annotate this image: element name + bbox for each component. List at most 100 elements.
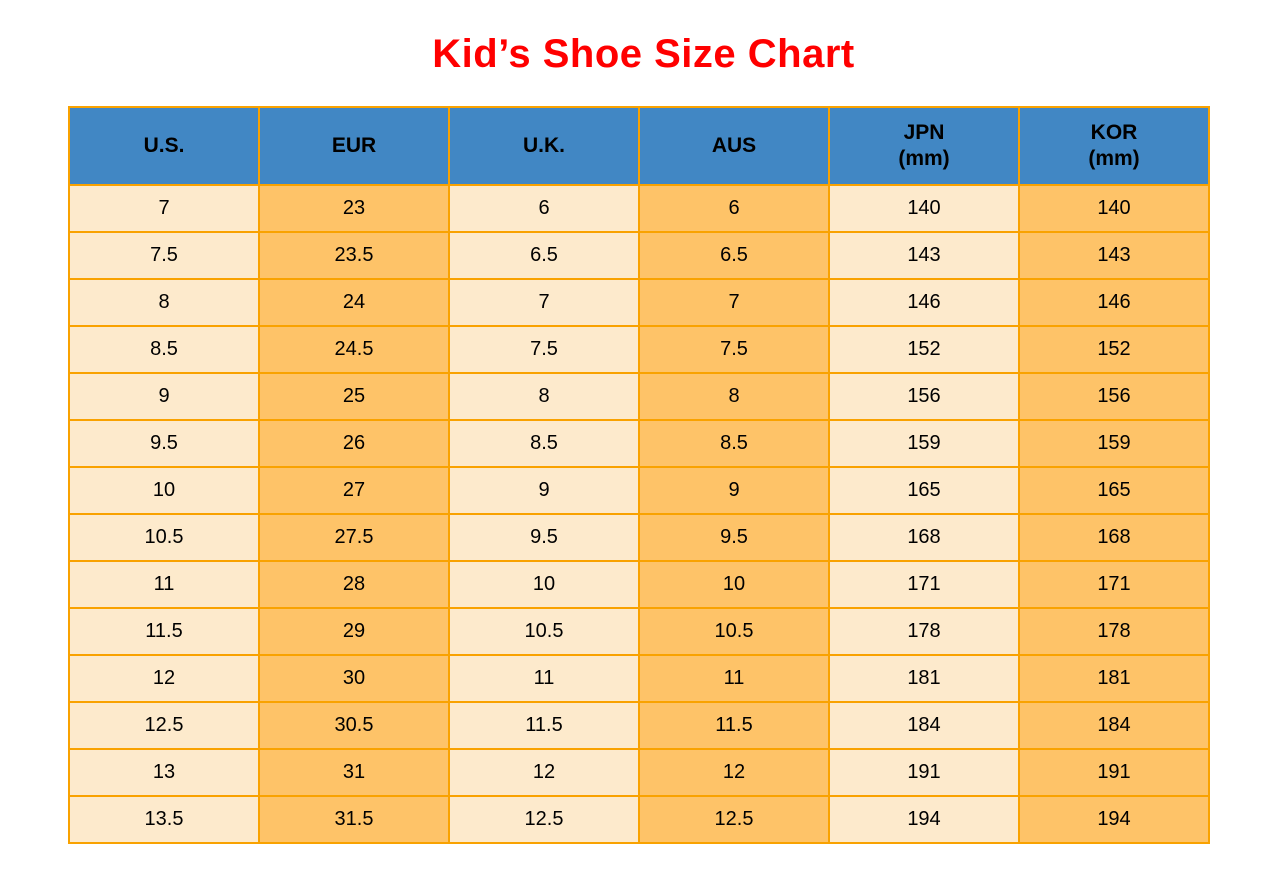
table-row: 11 28 10 10 171 171 xyxy=(68,560,1210,609)
table-cell: 12 xyxy=(448,748,640,797)
table-cell: 23.5 xyxy=(258,231,450,280)
table-cell: 10.5 xyxy=(448,607,640,656)
table-cell: 168 xyxy=(1018,513,1210,562)
table-cell: 27 xyxy=(258,466,450,515)
column-header-label: U.S. xyxy=(143,134,185,157)
table-cell: 7 xyxy=(638,278,830,327)
table-cell: 8.5 xyxy=(638,419,830,468)
table-cell: 7 xyxy=(68,184,260,233)
page-title: Kid’s Shoe Size Chart xyxy=(432,32,855,76)
table-cell: 26 xyxy=(258,419,450,468)
table-header: U.S. EUR U.K. AUS JPN (mm) xyxy=(68,106,1210,186)
table-cell: 159 xyxy=(828,419,1020,468)
table-cell: 10 xyxy=(638,560,830,609)
table-row: 10 27 9 9 165 165 xyxy=(68,466,1210,515)
table-cell: 171 xyxy=(1018,560,1210,609)
table-cell: 31.5 xyxy=(258,795,450,844)
table-cell: 28 xyxy=(258,560,450,609)
shoe-size-table: U.S. EUR U.K. AUS JPN (mm) xyxy=(68,106,1210,844)
table-cell: 7 xyxy=(448,278,640,327)
table-cell: 146 xyxy=(1018,278,1210,327)
table-cell: 25 xyxy=(258,372,450,421)
table-cell: 29 xyxy=(258,607,450,656)
table-cell: 9 xyxy=(638,466,830,515)
table-cell: 8 xyxy=(68,278,260,327)
table-cell: 146 xyxy=(828,278,1020,327)
table-cell: 159 xyxy=(1018,419,1210,468)
table-cell: 165 xyxy=(828,466,1020,515)
table-cell: 194 xyxy=(828,795,1020,844)
table-cell: 10.5 xyxy=(68,513,260,562)
table-cell: 6 xyxy=(638,184,830,233)
table-cell: 12.5 xyxy=(638,795,830,844)
table-row: 7 23 6 6 140 140 xyxy=(68,184,1210,233)
table-row: 9 25 8 8 156 156 xyxy=(68,372,1210,421)
table-cell: 8.5 xyxy=(68,325,260,374)
table-cell: 9.5 xyxy=(68,419,260,468)
table-cell: 24 xyxy=(258,278,450,327)
table-row: 13 31 12 12 191 191 xyxy=(68,748,1210,797)
column-header-aus: AUS xyxy=(638,106,830,186)
column-header-us: U.S. xyxy=(68,106,260,186)
table-cell: 7.5 xyxy=(448,325,640,374)
table-row: 13.5 31.5 12.5 12.5 194 194 xyxy=(68,795,1210,844)
table-row: 12 30 11 11 181 181 xyxy=(68,654,1210,703)
table-cell: 7.5 xyxy=(638,325,830,374)
table-cell: 143 xyxy=(828,231,1020,280)
column-header-sublabel: (mm) xyxy=(898,147,950,170)
table-cell: 140 xyxy=(1018,184,1210,233)
table-cell: 194 xyxy=(1018,795,1210,844)
column-header-sublabel: (mm) xyxy=(1088,147,1140,170)
header-row: U.S. EUR U.K. AUS JPN (mm) xyxy=(68,106,1210,186)
table-cell: 178 xyxy=(1018,607,1210,656)
table-cell: 7.5 xyxy=(68,231,260,280)
table-cell: 11.5 xyxy=(638,701,830,750)
column-header-label: U.K. xyxy=(523,134,565,157)
table-cell: 181 xyxy=(1018,654,1210,703)
table-cell: 23 xyxy=(258,184,450,233)
column-header-uk: U.K. xyxy=(448,106,640,186)
table-cell: 12 xyxy=(68,654,260,703)
table-row: 8.5 24.5 7.5 7.5 152 152 xyxy=(68,325,1210,374)
table-cell: 143 xyxy=(1018,231,1210,280)
table-cell: 152 xyxy=(1018,325,1210,374)
table-cell: 10.5 xyxy=(638,607,830,656)
table-cell: 9 xyxy=(448,466,640,515)
table-cell: 184 xyxy=(828,701,1020,750)
table-cell: 9.5 xyxy=(638,513,830,562)
table-cell: 6.5 xyxy=(638,231,830,280)
column-header-label: JPN xyxy=(903,121,945,144)
table-cell: 12 xyxy=(638,748,830,797)
table-cell: 11 xyxy=(68,560,260,609)
table-cell: 191 xyxy=(828,748,1020,797)
table-cell: 10 xyxy=(68,466,260,515)
table-row: 7.5 23.5 6.5 6.5 143 143 xyxy=(68,231,1210,280)
table-body: 7 23 6 6 140 140 7.5 23.5 6.5 6.5 143 143 8 24 7 7 146 14… xyxy=(68,184,1210,844)
table-cell: 156 xyxy=(1018,372,1210,421)
table-row: 8 24 7 7 146 146 xyxy=(68,278,1210,327)
table-cell: 24.5 xyxy=(258,325,450,374)
table-cell: 13 xyxy=(68,748,260,797)
table-cell: 191 xyxy=(1018,748,1210,797)
table-cell: 9.5 xyxy=(448,513,640,562)
column-header-label: EUR xyxy=(331,134,377,157)
table-cell: 11 xyxy=(448,654,640,703)
table-cell: 8 xyxy=(638,372,830,421)
table-cell: 168 xyxy=(828,513,1020,562)
table-cell: 152 xyxy=(828,325,1020,374)
table-cell: 140 xyxy=(828,184,1020,233)
table-cell: 11.5 xyxy=(448,701,640,750)
table-cell: 178 xyxy=(828,607,1020,656)
table-cell: 27.5 xyxy=(258,513,450,562)
column-header-label: KOR xyxy=(1090,121,1138,144)
table-row: 9.5 26 8.5 8.5 159 159 xyxy=(68,419,1210,468)
table-cell: 184 xyxy=(1018,701,1210,750)
table-cell: 6 xyxy=(448,184,640,233)
table-cell: 30.5 xyxy=(258,701,450,750)
table-cell: 6.5 xyxy=(448,231,640,280)
table-cell: 31 xyxy=(258,748,450,797)
column-header-jpn: JPN (mm) xyxy=(828,106,1020,186)
table-row: 11.5 29 10.5 10.5 178 178 xyxy=(68,607,1210,656)
table-cell: 13.5 xyxy=(68,795,260,844)
